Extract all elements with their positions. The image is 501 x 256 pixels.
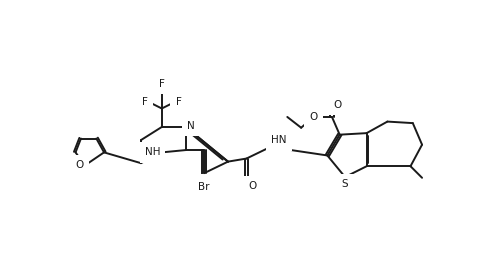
Text: NH: NH — [144, 147, 160, 157]
Text: N: N — [187, 121, 194, 131]
Text: F: F — [142, 97, 148, 107]
Text: S: S — [341, 179, 348, 189]
Text: F: F — [175, 97, 181, 107]
Text: Br: Br — [198, 183, 209, 193]
Text: O: O — [76, 161, 84, 170]
Text: O: O — [247, 181, 256, 191]
Text: O: O — [309, 112, 317, 122]
Text: HN: HN — [271, 135, 286, 145]
Text: F: F — [158, 79, 164, 89]
Text: O: O — [333, 100, 341, 110]
